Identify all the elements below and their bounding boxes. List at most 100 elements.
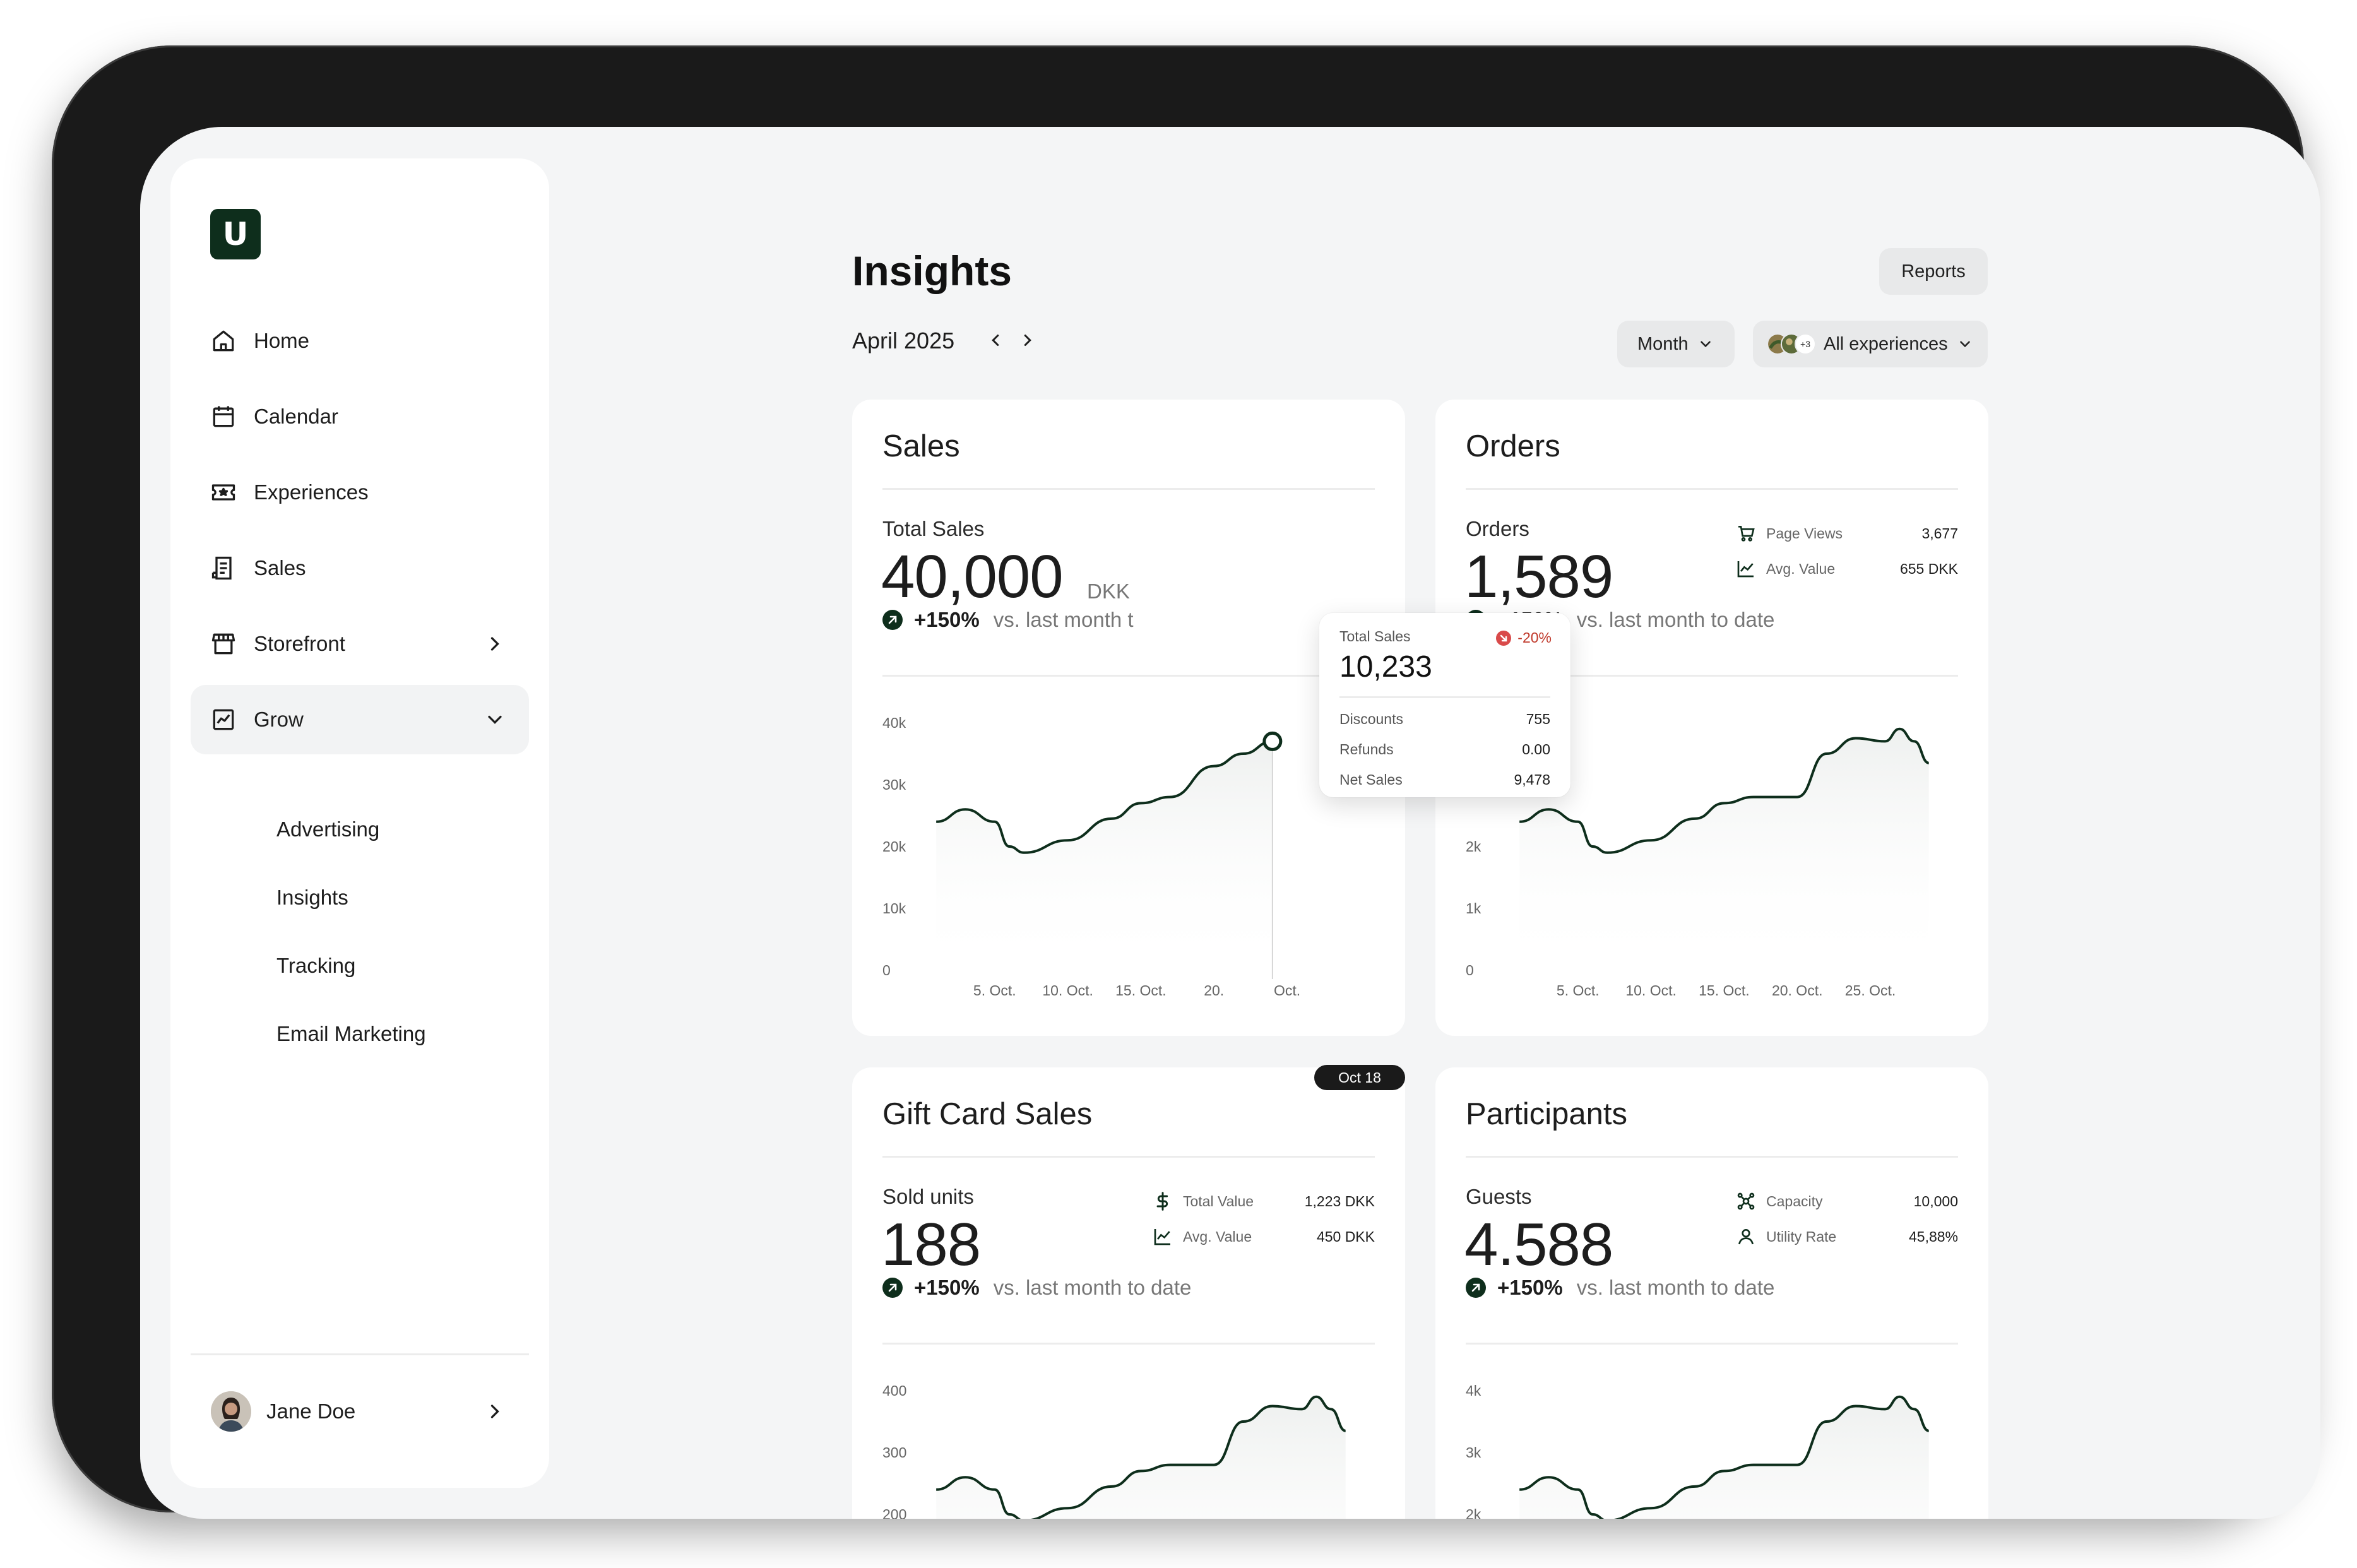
chevron-right-icon bbox=[484, 633, 506, 655]
card-title: Gift Card Sales bbox=[882, 1097, 1093, 1131]
sidebar-item-storefront[interactable]: Storefront bbox=[191, 609, 529, 679]
x-tick-label: 10. Oct. bbox=[1625, 982, 1677, 999]
chevron-left-icon bbox=[992, 335, 999, 346]
dollar-icon bbox=[1156, 1192, 1168, 1211]
sidebar-item-label: Home bbox=[254, 329, 310, 352]
month-filter-label: Month bbox=[1637, 333, 1689, 354]
tooltip-row-value: 9,478 bbox=[1514, 771, 1550, 788]
period-label: April 2025 bbox=[852, 328, 955, 353]
trend-icon bbox=[1154, 1229, 1170, 1245]
sidebar-item-calendar[interactable]: Calendar bbox=[191, 382, 529, 451]
arrow-up-right-icon bbox=[1466, 1278, 1486, 1298]
chevron-right-icon bbox=[1024, 335, 1031, 346]
ticket-icon bbox=[210, 478, 237, 506]
series-area bbox=[1519, 728, 1929, 970]
divider bbox=[1466, 675, 1958, 677]
stat-value: 655 DKK bbox=[1899, 560, 1958, 577]
series-area bbox=[936, 1396, 1346, 1519]
tooltip-row-value: 755 bbox=[1526, 711, 1550, 727]
sidebar-subitem-email-marketing[interactable]: Email Marketing bbox=[276, 1022, 426, 1045]
chevron-down-icon bbox=[484, 708, 506, 731]
page-title: Insights bbox=[852, 247, 1012, 294]
metric-value: 40,000 bbox=[881, 543, 1064, 610]
stat-total-value: Total Value 1,223 DKK bbox=[1153, 1189, 1375, 1214]
sidebar-subitem-advertising[interactable]: Advertising bbox=[276, 817, 380, 841]
series-area bbox=[936, 741, 1273, 970]
sidebar-item-grow[interactable]: Grow bbox=[191, 685, 529, 754]
tooltip-row: Refunds 0.00 bbox=[1339, 741, 1550, 758]
sidebar-item-home[interactable]: Home bbox=[191, 306, 529, 376]
prev-period-button[interactable] bbox=[983, 325, 1008, 355]
experience-thumbnails: +3 bbox=[1767, 333, 1816, 355]
change-value: +150% bbox=[1497, 1276, 1563, 1299]
gift-card-sales-card: Gift Card Sales Sold units 188 Total Val… bbox=[852, 1067, 1405, 1519]
sidebar-item-label: Experiences bbox=[254, 480, 369, 504]
y-tick-label: 0 bbox=[882, 962, 891, 978]
chevron-down-icon bbox=[1959, 341, 1970, 348]
y-tick-label: 30k bbox=[882, 776, 906, 793]
tooltip-row: Discounts 755 bbox=[1339, 711, 1550, 728]
card-title: Participants bbox=[1466, 1097, 1628, 1131]
sidebar-item-label: Calendar bbox=[254, 405, 338, 428]
user-menu[interactable]: Jane Doe bbox=[191, 1377, 529, 1446]
divider bbox=[882, 1156, 1375, 1158]
experience-filter-label: All experiences bbox=[1824, 333, 1948, 354]
sales-card: Sales Total Sales 40,000 DKK +150% vs. l… bbox=[852, 400, 1405, 1036]
participants-chart[interactable]: 2k 3k 4k bbox=[1435, 1067, 1988, 1519]
x-tick-label: 10. Oct. bbox=[1042, 982, 1093, 999]
highlight-point bbox=[1262, 731, 1283, 751]
divider bbox=[882, 1343, 1375, 1345]
change-value: +150% bbox=[914, 608, 980, 631]
y-tick-label: 3k bbox=[1466, 1444, 1481, 1461]
stat-avg-value: Avg. Value 450 DKK bbox=[1153, 1224, 1375, 1249]
metric-label: Sold units bbox=[882, 1185, 974, 1208]
tooltip-row: Net Sales 9,478 bbox=[1339, 771, 1550, 788]
app-logo[interactable]: U bbox=[210, 209, 261, 259]
change-text: vs. last month t bbox=[993, 608, 1134, 631]
y-tick-label: 2k bbox=[1466, 1506, 1481, 1519]
sidebar-subitem-tracking[interactable]: Tracking bbox=[276, 954, 356, 977]
series-area bbox=[1519, 1396, 1929, 1519]
sidebar-item-experiences[interactable]: Experiences bbox=[191, 458, 529, 527]
experience-filter[interactable]: +3 All experiences bbox=[1753, 321, 1988, 367]
next-period-button[interactable] bbox=[1015, 325, 1040, 355]
stat-label: Capacity bbox=[1766, 1192, 1823, 1209]
metric-value: 4.588 bbox=[1464, 1211, 1613, 1278]
metric-label: Guests bbox=[1466, 1185, 1532, 1208]
user-icon bbox=[1738, 1229, 1754, 1245]
x-tick-label: 15. Oct. bbox=[1699, 982, 1750, 999]
home-icon bbox=[210, 327, 237, 355]
x-tick-label: 25. Oct. bbox=[1845, 982, 1896, 999]
tooltip-change: -20% bbox=[1496, 629, 1552, 646]
x-tick-label: 20. Oct. bbox=[1772, 982, 1823, 999]
card-title: Sales bbox=[882, 429, 960, 463]
gift-card-sales-chart[interactable]: 200 300 400 bbox=[852, 1067, 1405, 1519]
sidebar-subitem-insights[interactable]: Insights bbox=[276, 886, 348, 909]
sales-chart[interactable]: 0 10k 20k 30k 40k 5. Oct. 10. Oct. 15. Oct. 20. O… bbox=[852, 400, 1405, 1036]
y-tick-label: 20k bbox=[882, 838, 906, 855]
y-tick-label: 200 bbox=[882, 1506, 906, 1519]
user-name: Jane Doe bbox=[266, 1399, 356, 1423]
metric-unit: DKK bbox=[1087, 579, 1130, 603]
x-axis-highlight-label: Oct 18 bbox=[1314, 1065, 1405, 1090]
y-tick-label: 40k bbox=[882, 715, 906, 731]
stat-value: 10,000 bbox=[1913, 1192, 1958, 1209]
avatar bbox=[211, 1391, 251, 1432]
tooltip-row-label: Refunds bbox=[1339, 741, 1394, 757]
arrow-up-right-icon bbox=[882, 1278, 903, 1298]
divider bbox=[1466, 1156, 1958, 1158]
participants-card: Participants Guests 4.588 Capacity 10,00… bbox=[1435, 1067, 1988, 1519]
sidebar-item-label: Sales bbox=[254, 556, 306, 579]
x-tick-label: Oct. bbox=[1274, 982, 1300, 999]
divider bbox=[1339, 696, 1550, 698]
sidebar-item-sales[interactable]: Sales bbox=[191, 533, 529, 603]
month-filter[interactable]: Month bbox=[1617, 321, 1735, 367]
chart-icon bbox=[210, 706, 237, 734]
stat-label: Utility Rate bbox=[1766, 1228, 1837, 1245]
stat-label: Page Views bbox=[1766, 525, 1843, 542]
tooltip-value: 10,233 bbox=[1339, 650, 1432, 684]
y-tick-label: 0 bbox=[1466, 962, 1474, 978]
change-text: vs. last month to date bbox=[1576, 608, 1775, 631]
divider bbox=[882, 675, 1375, 677]
reports-button[interactable]: Reports bbox=[1879, 248, 1988, 295]
